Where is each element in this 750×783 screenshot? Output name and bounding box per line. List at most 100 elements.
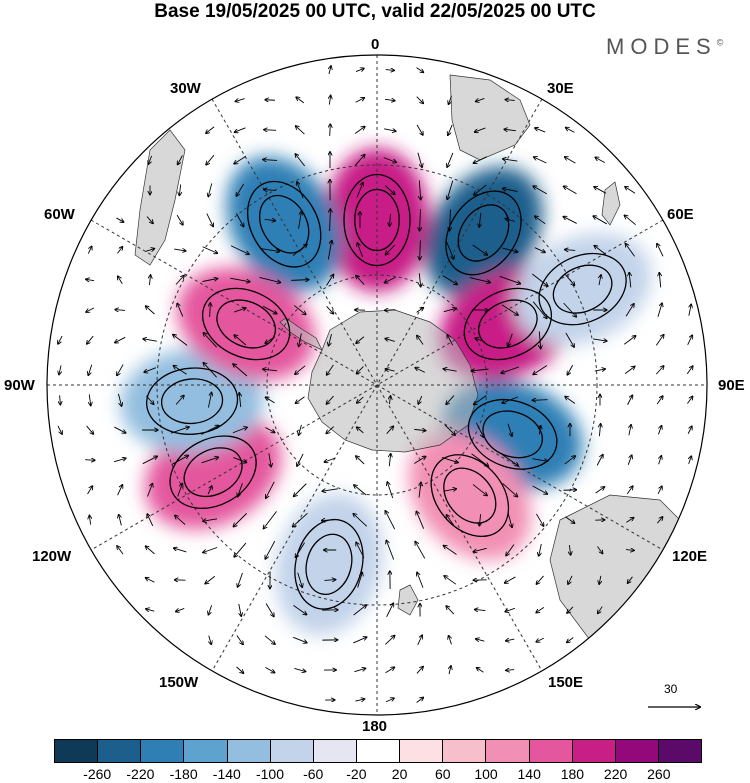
africa-land <box>449 74 531 161</box>
wind-arrow <box>533 186 548 195</box>
wind-arrow <box>626 518 633 523</box>
wind-arrow <box>326 426 335 434</box>
wind-arrow <box>532 458 547 462</box>
wind-arrow <box>597 546 602 554</box>
wind-arrow <box>145 249 155 252</box>
colorbar-tick-label: -20 <box>346 766 367 782</box>
colorbar-tick-label: -220 <box>126 766 155 782</box>
wind-arrow <box>179 184 180 196</box>
wind-arrow <box>506 670 515 671</box>
wind-arrow <box>687 396 692 404</box>
wind-arrow <box>234 155 247 163</box>
wind-arrow <box>293 636 307 642</box>
wind-arrow <box>233 364 248 377</box>
wind-arrow <box>146 578 155 583</box>
wind-arrow <box>418 395 423 404</box>
wind-arrow <box>389 396 390 405</box>
wind-arrow <box>233 308 246 313</box>
wind-arrow <box>499 275 521 283</box>
wind-arrow <box>475 338 486 343</box>
wind-arrow <box>569 544 570 555</box>
wind-arrow <box>416 697 424 703</box>
wind-arrow <box>117 393 121 406</box>
wind-arrow <box>116 217 123 222</box>
wind-arrow <box>475 127 486 132</box>
wind-arrow <box>201 426 218 435</box>
wind-arrow <box>295 154 306 167</box>
wind-arrow <box>657 303 662 317</box>
wind-arrow <box>625 304 634 317</box>
colorbar-bin <box>399 740 443 762</box>
wind-arrow <box>144 367 157 373</box>
wind-arrow <box>416 124 423 135</box>
wind-arrow <box>656 396 663 405</box>
wind-arrow <box>386 540 395 560</box>
wind-arrow <box>628 576 633 583</box>
wind-arrow <box>233 513 247 526</box>
low-contour <box>247 180 322 268</box>
wind-arrow <box>593 339 607 341</box>
wind-arrow <box>236 213 243 226</box>
wind-arrow <box>444 424 455 435</box>
wind-arrow <box>450 209 451 230</box>
wind-arrow <box>385 636 394 645</box>
wind-arrow <box>535 216 546 225</box>
wind-arrow <box>89 394 90 405</box>
high-anomaly-shade <box>408 431 531 561</box>
wind-arrow <box>174 548 187 553</box>
wind-arrow <box>146 306 155 315</box>
wind-arrow <box>297 182 304 199</box>
wind-arrow <box>657 517 662 524</box>
wind-arrow <box>233 457 246 463</box>
wind-arrow <box>474 395 487 404</box>
wind-arrow <box>208 605 213 615</box>
wind-arrow <box>443 369 457 371</box>
wind-arrow <box>322 488 338 491</box>
lon-label-60w: 60W <box>44 206 75 223</box>
wind-arrow <box>539 331 540 348</box>
wind-arrow <box>625 244 635 257</box>
wind-arrow <box>629 273 631 288</box>
wind-arrow <box>596 455 603 466</box>
wind-arrow <box>356 542 365 558</box>
lon-label-120w: 120W <box>32 548 72 565</box>
wind-arrow <box>568 575 573 584</box>
colorbar-bin <box>657 740 702 762</box>
copyright-mark: © <box>716 37 724 48</box>
wind-arrow <box>445 240 454 259</box>
wind-arrow <box>329 334 332 346</box>
wind-arrow <box>594 369 605 371</box>
wind-arrow <box>566 128 575 133</box>
wind-arrow <box>175 395 184 405</box>
wind-arrow <box>89 515 90 525</box>
low-contour <box>482 410 543 459</box>
wind-arrow <box>532 273 547 286</box>
wind-vectors <box>58 66 693 703</box>
wind-arrow <box>502 483 518 496</box>
wind-arrow <box>259 277 281 282</box>
wind-arrow <box>326 305 334 313</box>
colorbar-tick-label: -260 <box>83 766 112 782</box>
wind-arrow <box>563 217 577 224</box>
wind-arrow <box>477 668 484 673</box>
wind-arrow <box>506 639 515 641</box>
wind-arrow <box>86 279 95 280</box>
wind-arrow <box>417 152 422 168</box>
wind-arrow <box>142 456 157 465</box>
wind-arrow <box>203 363 217 378</box>
wind-arrow <box>502 247 517 252</box>
wind-arrow <box>501 304 518 315</box>
wind-arrow <box>145 546 155 555</box>
wind-arrow <box>446 515 455 526</box>
wind-arrow <box>385 369 395 371</box>
wind-arrow <box>297 572 303 587</box>
wind-arrow <box>265 100 275 101</box>
wind-arrow <box>264 635 275 644</box>
wind-arrow <box>299 424 302 435</box>
wind-arrow <box>238 572 243 587</box>
wind-arrow <box>475 422 483 437</box>
wind-arrow <box>147 514 154 527</box>
low-anomaly-shade <box>424 166 543 300</box>
wind-arrow <box>291 280 308 281</box>
wind-arrow <box>236 635 243 645</box>
